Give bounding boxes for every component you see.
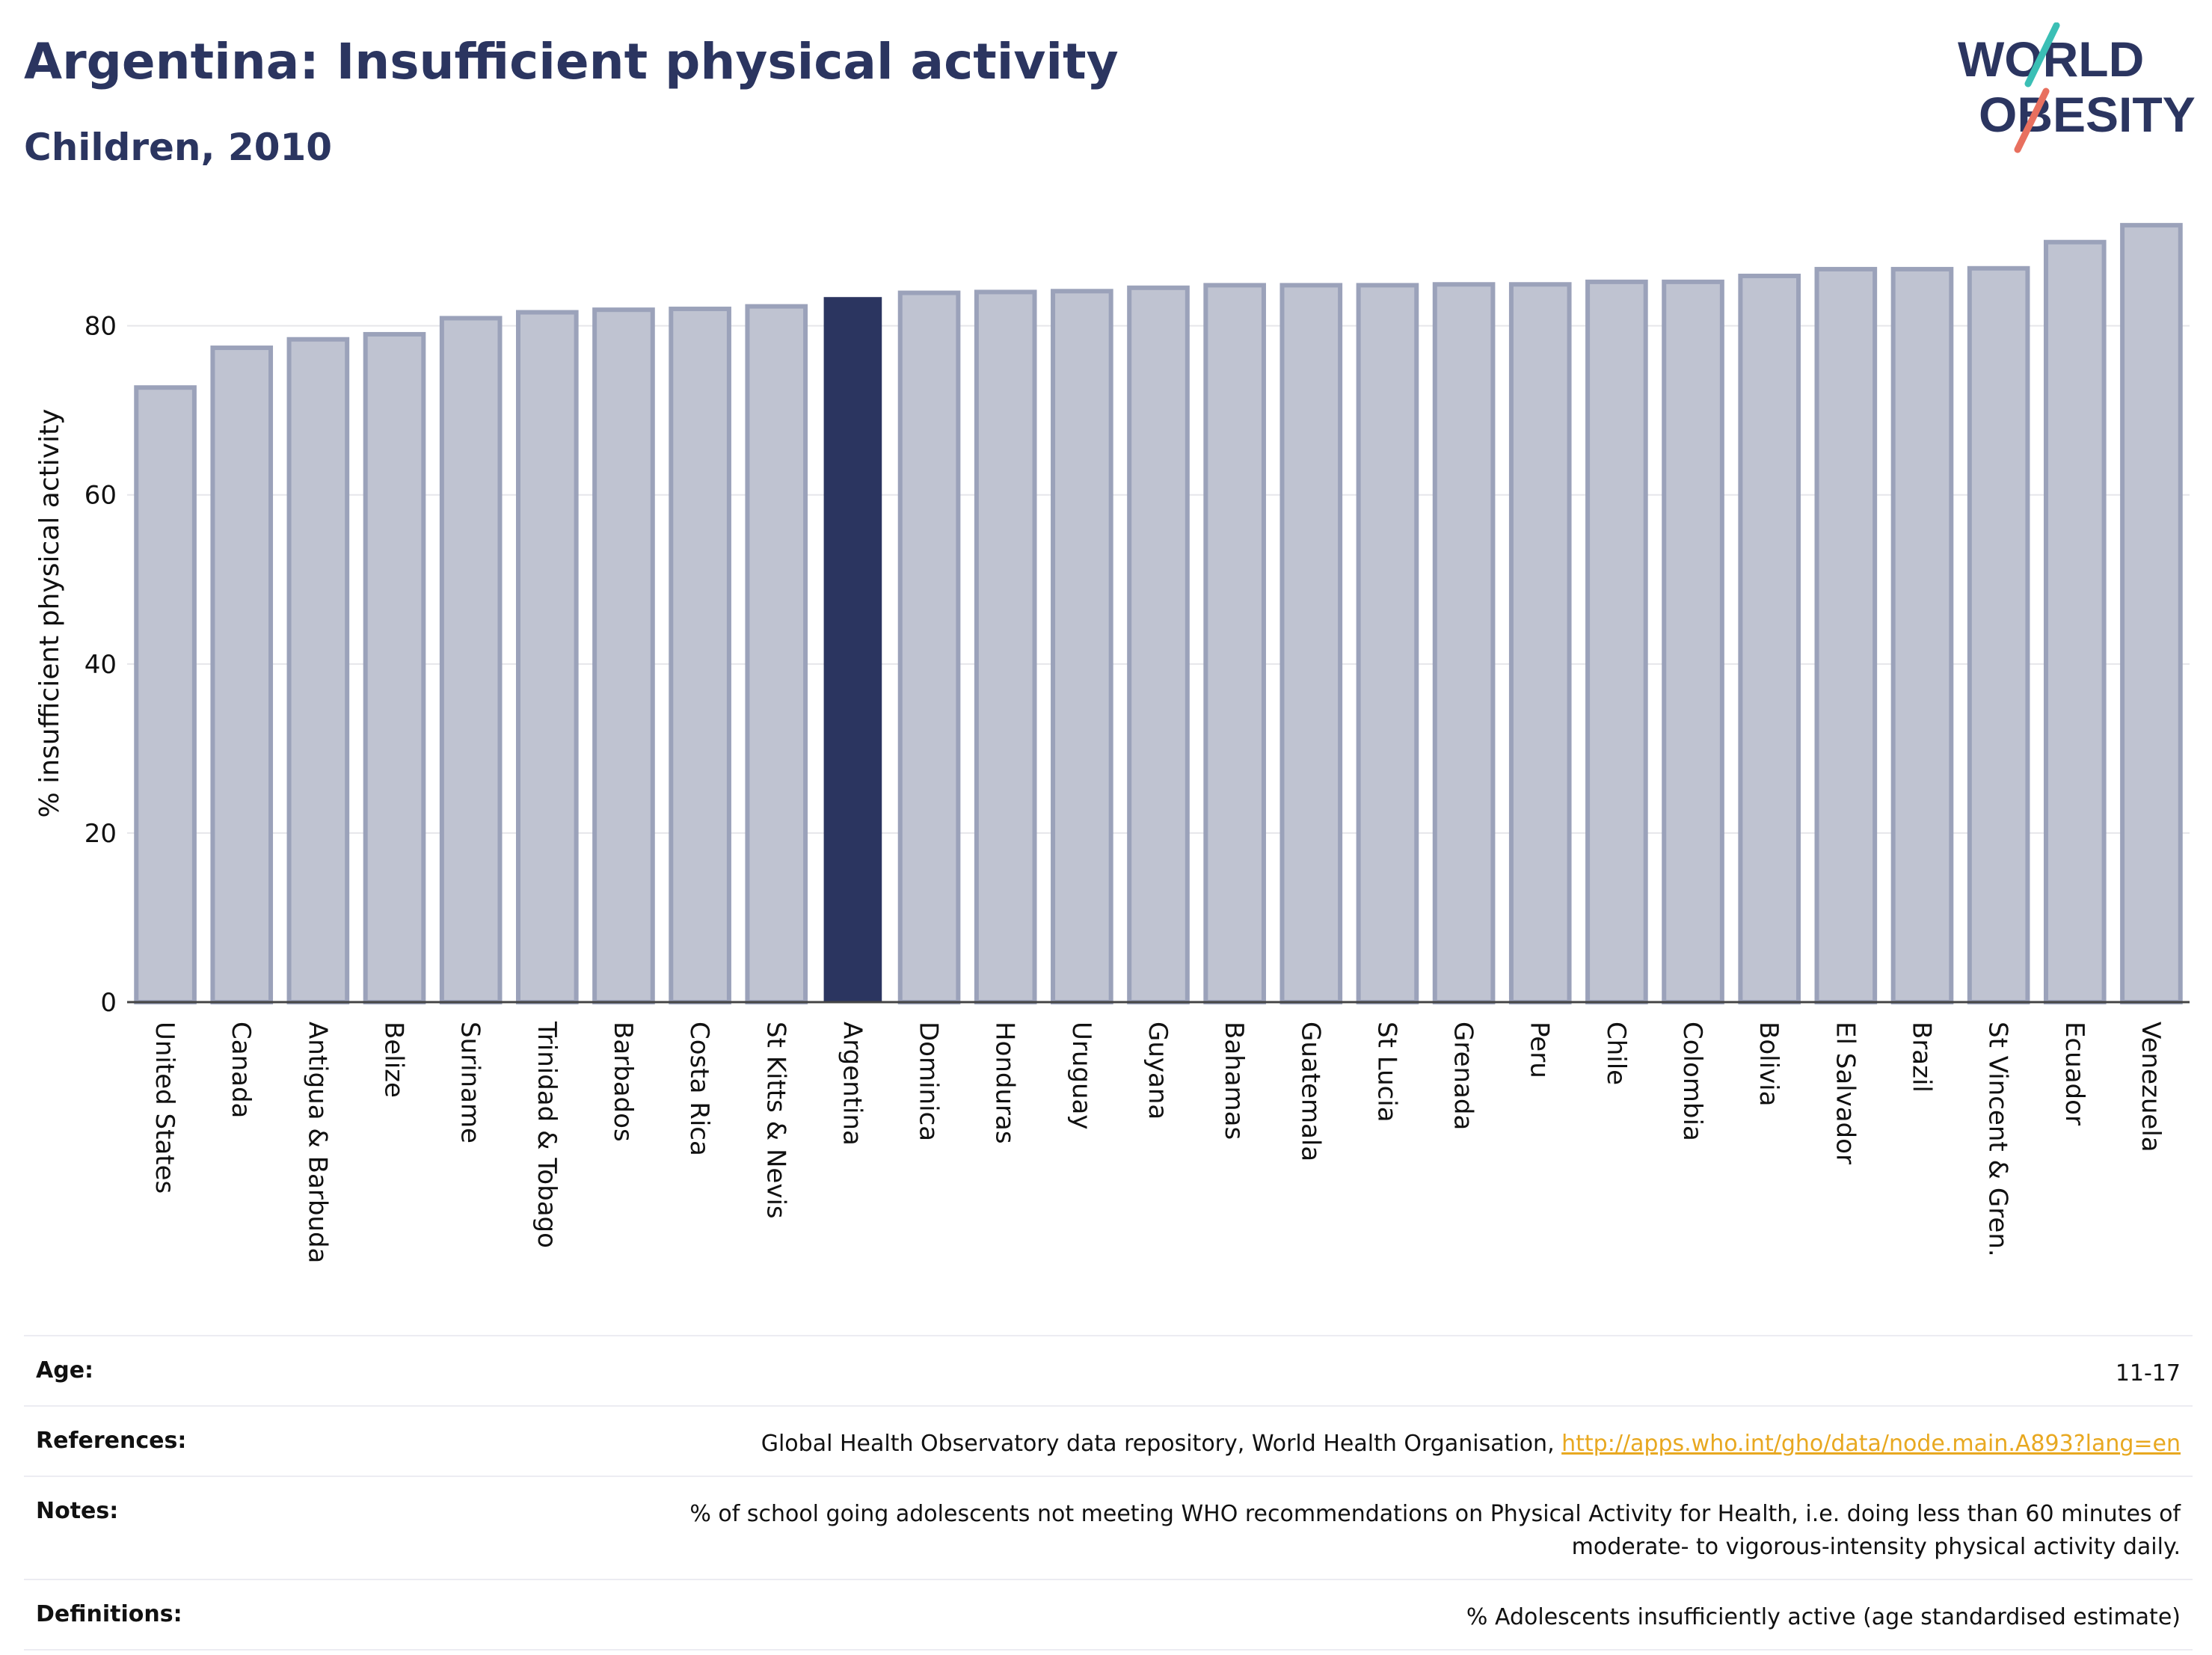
x-tick-label: St Vincent & Gren. [1983,1022,2013,1257]
x-tick-label: Suriname [455,1022,485,1143]
x-tick-label: Costa Rica [684,1022,714,1156]
bar [1890,266,1954,1005]
x-tick-label: Canada [226,1022,256,1118]
bar [1662,279,1724,1004]
notes-line2: moderate- to vigorous-intensity physical… [1571,1534,2181,1560]
x-tick-label: Colombia [1677,1022,1707,1141]
x-tick-label: United States [150,1022,179,1194]
bar [134,385,197,1004]
x-tick-label: Guatemala [1295,1022,1325,1161]
bar [363,331,426,1004]
y-tick-label: 60 [85,481,117,511]
bar [286,337,350,1004]
bar [2120,223,2183,1004]
references-link[interactable]: http://apps.who.int/gho/data/node.main.A… [1561,1431,2181,1457]
logo-line2: OBESITY [1979,87,2196,142]
notes-line1: % of school going adolescents not meetin… [689,1501,2181,1527]
y-tick-label: 80 [85,312,117,342]
bars [134,223,2183,1005]
bar [2043,239,2107,1004]
bar [1967,265,2030,1005]
x-tick-label: Belize [379,1022,409,1098]
bar [592,307,655,1005]
bar [210,346,274,1005]
x-tick-label: Uruguay [1066,1022,1096,1130]
y-axis-label: % insufficient physical activity [34,409,65,818]
info-row-notes: Notes: % of school going adolescents not… [24,1476,2193,1579]
logo-slash-coral [2014,87,2050,153]
bar-highlight [823,297,882,1002]
references-text: Global Health Observatory data repositor… [761,1431,1562,1457]
x-tick-label: Bahamas [1219,1022,1249,1140]
notes-label: Notes: [36,1498,119,1524]
x-tick-label: St Lucia [1371,1022,1401,1123]
x-tick-label: Trinidad & Tobago [532,1021,562,1248]
info-row-age: Age: 11-17 [24,1335,2193,1405]
page-subtitle: Children, 2010 [24,126,333,169]
bar [515,310,579,1004]
definitions-label: Definitions: [36,1601,182,1627]
bar [1738,273,1801,1004]
x-tick-label: El Salvador [1830,1022,1860,1164]
bar [1356,283,1419,1004]
x-tick-label: Guyana [1143,1022,1173,1120]
axes: 0 20 40 60 80 United States Canada Antigua & Ba… [85,312,2190,1263]
y-tick-label: 40 [85,650,117,680]
page-title: Argentina: Insufficient physical activit… [24,33,1119,90]
world-obesity-logo: WORLD OBESITY [1958,22,2196,153]
x-tick-label: Barbados [608,1022,638,1142]
bar [439,316,503,1004]
bar [1051,289,1113,1005]
x-tick-label: Dominica [914,1022,944,1141]
bar [1432,282,1496,1004]
bar [974,289,1037,1005]
x-tick-label: Grenada [1448,1022,1478,1130]
bar [1127,285,1190,1005]
bar [745,304,808,1004]
definitions-value: % Adolescents insufficiently active (age… [1466,1604,2181,1630]
bar-chart: 0 20 40 60 80 United States Canada Antigua & Ba… [34,223,2190,1263]
bar [1814,266,1878,1005]
bar [1279,283,1343,1004]
bar [1585,279,1648,1004]
age-value: 11-17 [2115,1360,2181,1387]
x-tick-label: Chile [1601,1022,1631,1085]
bar [1508,282,1572,1004]
y-tick-label: 20 [85,819,117,849]
x-tick-label: Argentina [837,1022,867,1146]
info-row-definitions: Definitions: % Adolescents insufficientl… [24,1579,2193,1651]
references-value: Global Health Observatory data repositor… [761,1428,2181,1461]
x-tick-label: Ecuador [2059,1022,2089,1126]
bar [897,290,961,1004]
age-label: Age: [36,1357,94,1384]
x-tick-label: St Kitts & Nevis [761,1022,790,1219]
y-tick-label: 0 [100,988,117,1018]
info-row-references: References: Global Health Observatory da… [24,1405,2193,1476]
x-tick-label: Venezuela [2136,1022,2166,1152]
x-tick-label: Peru [1525,1022,1555,1078]
references-label: References: [36,1428,187,1454]
x-tick-label: Honduras [990,1022,1020,1144]
x-tick-label: Brazil [1906,1022,1936,1093]
notes-value: % of school going adolescents not meetin… [689,1498,2181,1564]
info-table: Age: 11-17 References: Global Health Obs… [24,1335,2193,1651]
logo-slash-teal [2024,22,2060,87]
x-tick-label: Bolivia [1754,1022,1784,1106]
bar [669,307,731,1005]
bar [1203,283,1266,1004]
x-tick-label: Antigua & Barbuda [302,1022,332,1263]
